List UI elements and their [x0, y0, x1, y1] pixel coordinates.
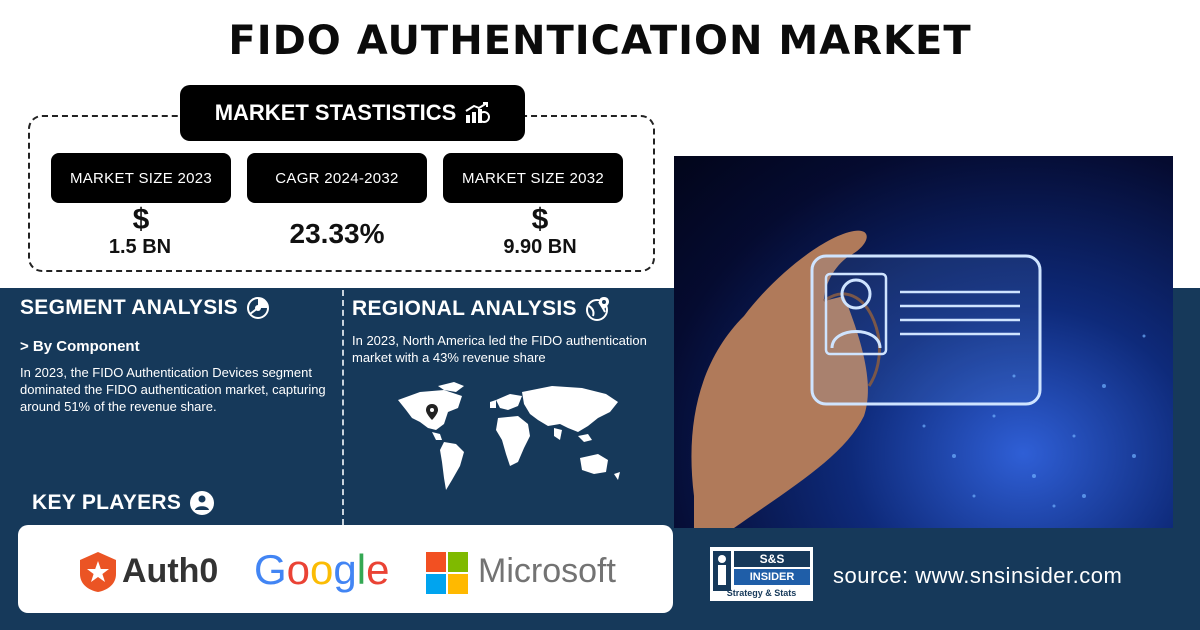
auth0-logo-icon: [80, 552, 116, 592]
person-icon: [190, 491, 215, 515]
sns-logo-bottom: Strategy & Stats: [726, 588, 797, 598]
segment-subheading: > By Component: [20, 338, 140, 355]
hero-image: [674, 156, 1173, 528]
source-text: source: www.snsinsider.com: [833, 563, 1123, 588]
microsoft-logo-text: Microsoft: [478, 552, 616, 590]
pie-segment-icon: [246, 297, 269, 319]
dollar-icon-2023: $: [132, 203, 150, 236]
page-title: FIDO AUTHENTICATION MARKET: [228, 18, 972, 64]
sns-logo-mid: INSIDER: [749, 571, 795, 583]
market-size-2023-value: 1.5 BN: [108, 236, 172, 258]
sns-insider-logo-icon: [710, 547, 813, 601]
auth0-logo-text: Auth0: [122, 552, 219, 590]
regional-analysis-header: REGIONAL ANALYSIS: [352, 296, 611, 322]
world-map: [398, 382, 620, 490]
market-stats-heading: MARKET STASTISTICS: [214, 100, 457, 125]
growth-chart-icon: [465, 102, 491, 123]
market-size-2032-label: MARKET SIZE 2032: [443, 153, 623, 203]
market-stats-header: MARKET STASTISTICS: [180, 85, 525, 141]
google-logo-text: Google: [254, 546, 390, 593]
regional-analysis-heading: REGIONAL ANALYSIS: [352, 297, 577, 320]
id-card-hand-illustration: [691, 230, 1146, 528]
segment-text: In 2023, the FIDO Authentication Devices…: [20, 365, 326, 414]
globe-pin-icon: [585, 297, 609, 321]
dollar-icon-2032: $: [531, 203, 549, 236]
sns-insider-logo: S&S INSIDER Strategy & Stats: [710, 547, 813, 601]
cagr-value: 23.33%: [289, 218, 385, 249]
cagr-label: CAGR 2024-2032: [247, 153, 427, 203]
segment-analysis-header: SEGMENT ANALYSIS: [20, 296, 270, 320]
segment-analysis-heading: SEGMENT ANALYSIS: [20, 296, 238, 319]
market-size-2032-value: 9.90 BN: [503, 236, 577, 258]
key-players-heading: KEY PLAYERS: [32, 491, 182, 514]
regional-text: In 2023, North America led the FIDO auth…: [352, 333, 647, 365]
key-players-header: KEY PLAYERS: [32, 490, 215, 516]
sns-logo-top: S&S: [759, 552, 785, 566]
market-size-2023-label: MARKET SIZE 2023: [51, 153, 231, 203]
microsoft-logo-icon: [426, 552, 468, 594]
key-players-logos-box: [18, 525, 673, 613]
section-divider: [342, 290, 344, 525]
